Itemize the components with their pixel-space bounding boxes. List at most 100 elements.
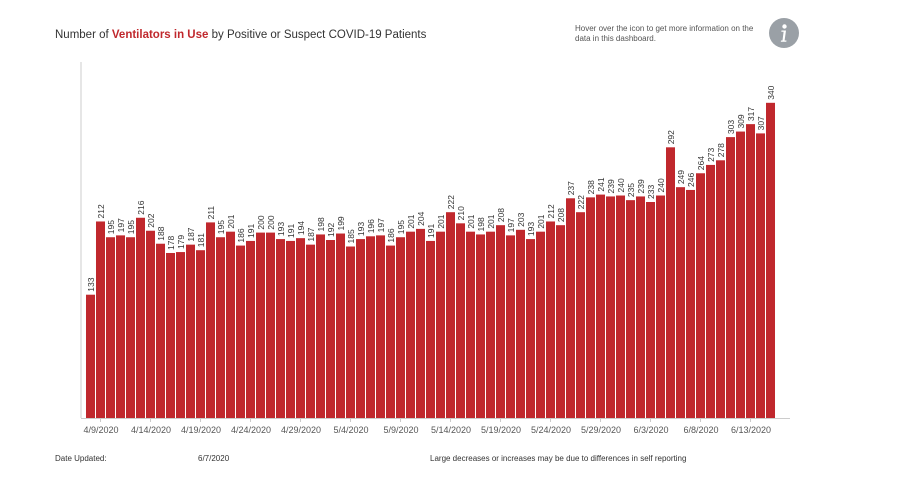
bar[interactable] [726, 137, 735, 418]
bar[interactable] [416, 228, 425, 418]
data-label: 201 [226, 214, 236, 228]
bar[interactable] [596, 194, 605, 418]
bar[interactable] [226, 231, 235, 418]
data-label: 292 [666, 130, 676, 144]
chart-title: Number of Ventilators in Use by Positive… [55, 29, 426, 41]
bar[interactable] [296, 238, 305, 418]
bar[interactable] [186, 244, 195, 418]
bar[interactable] [106, 237, 115, 418]
data-label: 340 [766, 85, 776, 99]
bar[interactable] [486, 231, 495, 418]
bar[interactable] [266, 232, 275, 418]
bar[interactable] [146, 230, 155, 418]
bar[interactable] [766, 102, 775, 418]
data-label: 193 [356, 222, 366, 236]
data-label: 197 [506, 218, 516, 232]
bar[interactable] [466, 231, 475, 418]
bar[interactable] [616, 195, 625, 418]
bar[interactable] [496, 225, 505, 418]
bar[interactable] [286, 240, 295, 418]
bar[interactable] [336, 233, 345, 418]
data-label: 195 [106, 220, 116, 234]
bar[interactable] [166, 252, 175, 418]
bar[interactable] [586, 197, 595, 418]
bar[interactable] [396, 237, 405, 418]
bar[interactable] [676, 187, 685, 418]
bar[interactable] [606, 196, 615, 418]
data-label: 249 [676, 170, 686, 184]
data-label: 186 [386, 228, 396, 242]
title-highlight: Ventilators in Use [111, 29, 209, 41]
bar[interactable] [436, 231, 445, 418]
bar[interactable] [666, 147, 675, 418]
bar[interactable] [326, 240, 335, 418]
data-label: 204 [416, 211, 426, 225]
data-label: 240 [616, 178, 626, 192]
bar[interactable] [566, 198, 575, 418]
bar[interactable] [686, 189, 695, 418]
bar[interactable] [316, 234, 325, 418]
bar[interactable] [136, 217, 145, 418]
bar[interactable] [656, 195, 665, 418]
bar[interactable] [626, 200, 635, 418]
bar[interactable] [746, 124, 755, 418]
info-icon[interactable] [769, 18, 799, 48]
bar[interactable] [706, 164, 715, 418]
bar[interactable] [216, 237, 225, 418]
x-tick-label: 5/24/2020 [531, 425, 571, 435]
bar[interactable] [176, 252, 185, 418]
date-updated-value: 6/7/2020 [198, 454, 230, 463]
bar[interactable] [446, 212, 455, 418]
bar[interactable] [206, 222, 215, 418]
data-label: 195 [396, 220, 406, 234]
bar[interactable] [556, 225, 565, 418]
bar[interactable] [276, 239, 285, 418]
bar[interactable] [696, 173, 705, 418]
bar[interactable] [716, 160, 725, 418]
data-label: 200 [266, 215, 276, 229]
bar[interactable] [536, 231, 545, 418]
bar[interactable] [156, 243, 165, 418]
data-label: 264 [696, 156, 706, 170]
bar[interactable] [456, 223, 465, 418]
bar[interactable] [236, 245, 245, 418]
bar[interactable] [756, 133, 765, 418]
bar[interactable] [516, 229, 525, 418]
data-label: 193 [526, 222, 536, 236]
data-label: 200 [256, 215, 266, 229]
bar[interactable] [376, 235, 385, 418]
bar[interactable] [116, 235, 125, 418]
bar[interactable] [736, 131, 745, 418]
bar[interactable] [576, 212, 585, 418]
bar[interactable] [356, 239, 365, 418]
data-label: 240 [656, 178, 666, 192]
bar[interactable] [636, 196, 645, 418]
bar[interactable] [646, 202, 655, 418]
bar[interactable] [256, 232, 265, 418]
bar[interactable] [196, 250, 205, 418]
bar[interactable] [406, 231, 415, 418]
data-label: 181 [196, 233, 206, 247]
data-label: 241 [596, 177, 606, 191]
data-label: 187 [186, 227, 196, 241]
bar[interactable] [506, 235, 515, 418]
bar[interactable] [386, 245, 395, 418]
data-label: 198 [476, 217, 486, 231]
date-updated-label: Date Updated: [55, 454, 107, 463]
bar[interactable] [426, 240, 435, 418]
data-label: 185 [346, 229, 356, 243]
bar[interactable] [526, 239, 535, 418]
bar[interactable] [86, 294, 95, 418]
data-label: 179 [176, 235, 186, 249]
data-label: 201 [466, 214, 476, 228]
bar[interactable] [126, 237, 135, 418]
bar[interactable] [306, 244, 315, 418]
bar[interactable] [546, 221, 555, 418]
bar[interactable] [246, 240, 255, 418]
data-label: 212 [546, 204, 556, 218]
bar[interactable] [346, 246, 355, 419]
bar[interactable] [96, 221, 105, 418]
bar[interactable] [366, 236, 375, 418]
x-tick-label: 5/19/2020 [481, 425, 521, 435]
bar[interactable] [476, 234, 485, 418]
